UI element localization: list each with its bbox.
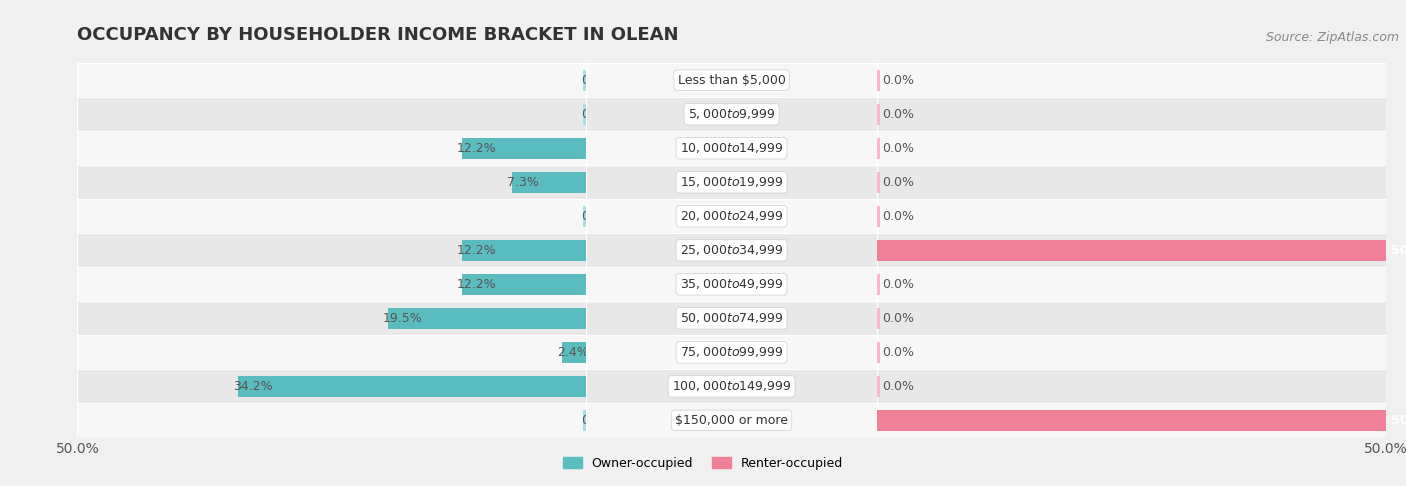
Bar (463, 138, 586, 159)
Bar (877, 97, 1386, 131)
Text: 0.0%: 0.0% (882, 278, 914, 291)
Bar (586, 165, 877, 199)
Bar (877, 369, 1386, 403)
Bar (877, 240, 1386, 261)
Text: $75,000 to $99,999: $75,000 to $99,999 (679, 346, 783, 359)
Bar (77, 369, 586, 403)
Bar (877, 308, 880, 329)
Text: $20,000 to $24,999: $20,000 to $24,999 (679, 209, 783, 223)
Bar (583, 69, 586, 91)
Bar (463, 240, 586, 261)
Bar (77, 267, 586, 301)
Text: 0.0%: 0.0% (882, 108, 914, 121)
Bar (586, 97, 877, 131)
Text: 0.0%: 0.0% (581, 414, 613, 427)
Text: 0.0%: 0.0% (882, 346, 914, 359)
Text: 12.2%: 12.2% (457, 142, 496, 155)
Bar (583, 104, 586, 125)
Bar (77, 131, 586, 165)
Bar (463, 274, 586, 295)
Bar (877, 267, 1386, 301)
Bar (77, 335, 586, 369)
Text: OCCUPANCY BY HOUSEHOLDER INCOME BRACKET IN OLEAN: OCCUPANCY BY HOUSEHOLDER INCOME BRACKET … (77, 26, 679, 44)
Bar (586, 369, 877, 403)
Text: 0.0%: 0.0% (581, 210, 613, 223)
Bar (877, 138, 880, 159)
Text: $5,000 to $9,999: $5,000 to $9,999 (688, 107, 775, 121)
Text: $150,000 or more: $150,000 or more (675, 414, 787, 427)
Text: 50.0%: 50.0% (1391, 244, 1406, 257)
Bar (583, 410, 586, 431)
Legend: Owner-occupied, Renter-occupied: Owner-occupied, Renter-occupied (558, 452, 848, 475)
Text: 0.0%: 0.0% (882, 380, 914, 393)
Bar (877, 342, 880, 363)
Bar (562, 342, 586, 363)
Text: 7.3%: 7.3% (506, 176, 538, 189)
Bar (77, 63, 586, 97)
Bar (586, 199, 877, 233)
Text: $25,000 to $34,999: $25,000 to $34,999 (679, 243, 783, 257)
Text: 19.5%: 19.5% (382, 312, 422, 325)
Bar (877, 69, 880, 91)
Text: 0.0%: 0.0% (882, 176, 914, 189)
Bar (877, 104, 880, 125)
Text: $15,000 to $19,999: $15,000 to $19,999 (679, 175, 783, 189)
Bar (586, 403, 877, 437)
Bar (77, 165, 586, 199)
Bar (77, 199, 586, 233)
Bar (877, 335, 1386, 369)
Bar (877, 172, 880, 193)
Text: Source: ZipAtlas.com: Source: ZipAtlas.com (1265, 31, 1399, 44)
Text: $10,000 to $14,999: $10,000 to $14,999 (679, 141, 783, 155)
Text: $100,000 to $149,999: $100,000 to $149,999 (672, 380, 792, 393)
Text: Less than $5,000: Less than $5,000 (678, 74, 786, 87)
Bar (877, 403, 1386, 437)
Bar (586, 233, 877, 267)
Bar (238, 376, 586, 397)
Bar (77, 97, 586, 131)
Bar (586, 335, 877, 369)
Text: 50.0%: 50.0% (1391, 414, 1406, 427)
Bar (877, 233, 1386, 267)
Text: 0.0%: 0.0% (882, 312, 914, 325)
Text: 0.0%: 0.0% (882, 210, 914, 223)
Bar (77, 403, 586, 437)
Bar (77, 301, 586, 335)
Bar (877, 376, 880, 397)
Text: $35,000 to $49,999: $35,000 to $49,999 (679, 278, 783, 291)
Bar (877, 274, 880, 295)
Bar (512, 172, 586, 193)
Bar (388, 308, 586, 329)
Text: 34.2%: 34.2% (233, 380, 273, 393)
Text: 0.0%: 0.0% (581, 108, 613, 121)
Text: 0.0%: 0.0% (882, 142, 914, 155)
Text: 0.0%: 0.0% (882, 74, 914, 87)
Text: 0.0%: 0.0% (581, 74, 613, 87)
Bar (877, 410, 1386, 431)
Bar (586, 301, 877, 335)
Bar (877, 206, 880, 227)
Bar (877, 301, 1386, 335)
Bar (77, 233, 586, 267)
Text: 2.4%: 2.4% (557, 346, 588, 359)
Bar (877, 199, 1386, 233)
Bar (586, 63, 877, 97)
Text: 12.2%: 12.2% (457, 244, 496, 257)
Bar (877, 165, 1386, 199)
Bar (877, 131, 1386, 165)
Bar (583, 206, 586, 227)
Bar (586, 267, 877, 301)
Text: 12.2%: 12.2% (457, 278, 496, 291)
Bar (586, 131, 877, 165)
Text: $50,000 to $74,999: $50,000 to $74,999 (679, 312, 783, 325)
Bar (877, 63, 1386, 97)
